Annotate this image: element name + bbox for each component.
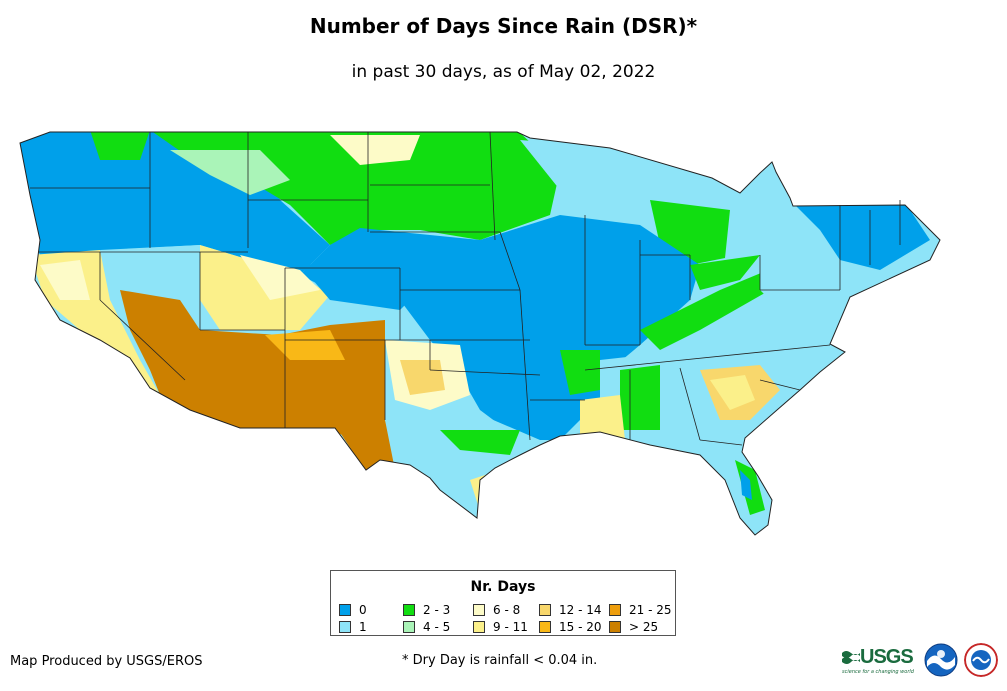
legend-swatch: [539, 603, 551, 616]
legend-swatch: [403, 603, 415, 616]
legend-label: 12 - 14: [559, 602, 602, 617]
legend-swatch: [339, 620, 351, 633]
legend-item: 0: [339, 601, 403, 618]
noaa-logo-icon: [924, 643, 958, 677]
usgs-logo: USGS science for a changing world: [842, 646, 914, 675]
credit-text: Map Produced by USGS/EROS: [10, 654, 203, 669]
legend-item: 6 - 8: [473, 601, 539, 618]
usgs-tagline: science for a changing world: [842, 668, 914, 675]
legend-item: > 25: [609, 618, 669, 635]
legend-swatch: [609, 603, 621, 616]
legend-label: 4 - 5: [423, 619, 451, 634]
legend-label: 1: [359, 619, 367, 634]
legend-label: 6 - 8: [493, 602, 521, 617]
map-subtitle: in past 30 days, as of May 02, 2022: [351, 62, 656, 82]
legend-label: > 25: [629, 619, 659, 634]
legend-label: 9 - 11: [493, 619, 528, 634]
legend-item: 2 - 3: [403, 601, 473, 618]
legend-swatch: [339, 603, 351, 616]
legend-swatch: [539, 620, 551, 633]
legend-item: 9 - 11: [473, 618, 539, 635]
map-title: Number of Days Since Rain (DSR)*: [309, 14, 698, 38]
legend-swatch: [403, 620, 415, 633]
legend-item: 15 - 20: [539, 618, 609, 635]
legend-item: 1: [339, 618, 403, 635]
nws-logo-icon: [963, 643, 998, 677]
legend-item: 21 - 25: [609, 601, 672, 618]
legend-entries: 0 1 2 - 3 4 - 5 6 - 8 9 - 11 12 - 14 15 - 20 21 …: [339, 601, 672, 635]
us-days-since-rain-map: [19, 131, 941, 536]
agency-logos: USGS science for a changing world: [842, 640, 1004, 680]
footnote-text: * Dry Day is rainfall < 0.04 in.: [402, 653, 598, 668]
legend-label: 2 - 3: [423, 602, 451, 617]
legend-label: 21 - 25: [629, 602, 672, 617]
map-legend: Nr. Days 0 1 2 - 3 4 - 5 6 - 8 9 - 11 12 - 14 1…: [330, 570, 676, 636]
legend-label: 15 - 20: [559, 619, 602, 634]
legend-title: Nr. Days: [470, 579, 536, 595]
legend-item: 12 - 14: [539, 601, 609, 618]
legend-item: 4 - 5: [403, 618, 473, 635]
legend-swatch: [609, 620, 621, 633]
legend-label: 0: [359, 602, 367, 617]
legend-swatch: [473, 603, 485, 616]
legend-swatch: [473, 620, 485, 633]
usgs-logo-text: USGS: [860, 645, 914, 668]
usgs-wave-icon: [842, 651, 860, 664]
